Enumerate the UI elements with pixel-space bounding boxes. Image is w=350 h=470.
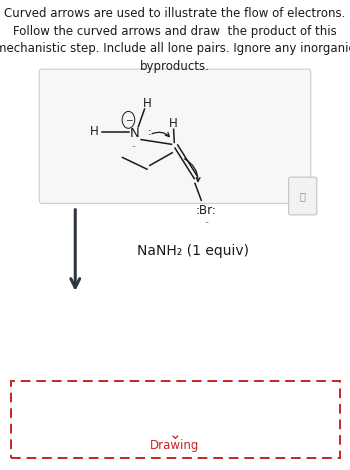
- Text: :: :: [148, 126, 151, 137]
- Text: H: H: [90, 125, 99, 138]
- FancyBboxPatch shape: [39, 69, 311, 204]
- FancyBboxPatch shape: [10, 381, 340, 458]
- Text: Curved arrows are used to illustrate the flow of electrons.
Follow the curved ar: Curved arrows are used to illustrate the…: [0, 7, 350, 72]
- Text: H: H: [169, 117, 177, 130]
- Text: 🔍: 🔍: [300, 191, 306, 201]
- Text: NaNH₂ (1 equiv): NaNH₂ (1 equiv): [136, 244, 248, 258]
- Text: H: H: [143, 97, 151, 110]
- FancyBboxPatch shape: [289, 177, 317, 215]
- Text: ··: ··: [132, 143, 136, 153]
- Text: N: N: [130, 127, 140, 141]
- Text: ··: ··: [204, 219, 209, 228]
- Text: −: −: [125, 115, 132, 125]
- Text: Drawing: Drawing: [150, 439, 200, 452]
- Text: ⌄: ⌄: [169, 427, 181, 442]
- Text: :Br:: :Br:: [196, 204, 217, 217]
